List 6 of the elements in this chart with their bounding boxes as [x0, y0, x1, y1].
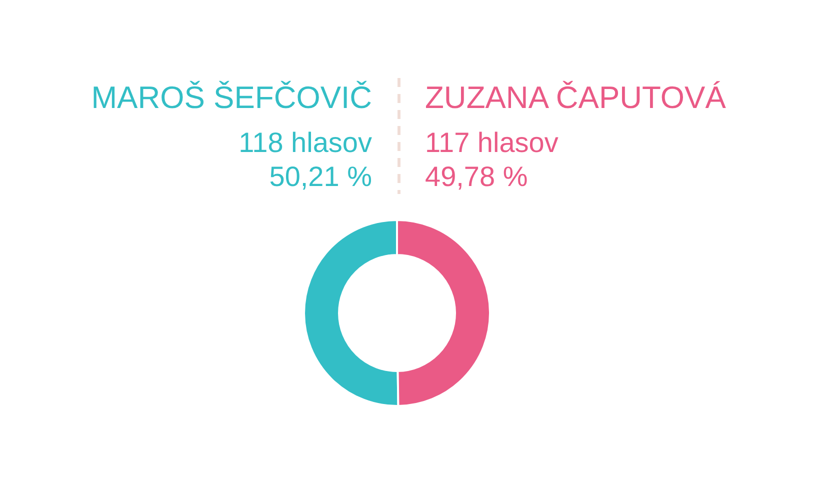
data-label: 118 hlasov	[238, 127, 372, 158]
slice-label: ZUZANA ČAPUTOVÁ	[425, 80, 726, 115]
slice-label: MAROŠ ŠEFČOVIČ	[91, 80, 372, 115]
text: 50,21 %	[269, 161, 372, 192]
text: 49,78 %	[425, 161, 528, 192]
data-label: 117 hlasov	[425, 127, 558, 158]
